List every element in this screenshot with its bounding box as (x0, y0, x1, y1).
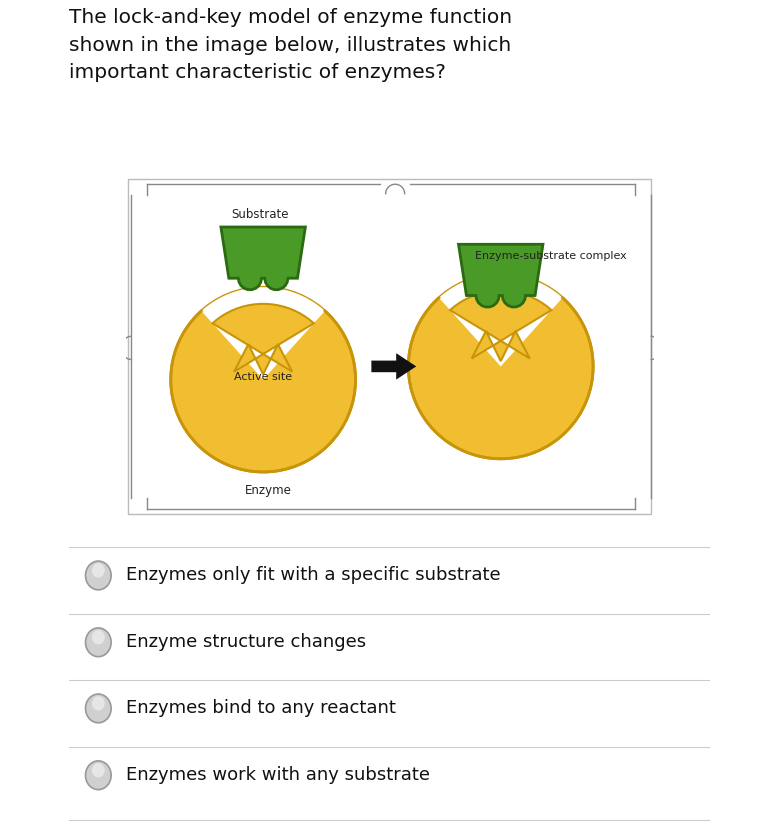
Text: Enzyme-substrate complex: Enzyme-substrate complex (475, 251, 627, 261)
Polygon shape (221, 227, 306, 289)
FancyArrow shape (371, 353, 416, 380)
Circle shape (86, 561, 111, 590)
Text: The lock-and-key model of enzyme function
shown in the image below, illustrates : The lock-and-key model of enzyme functio… (69, 8, 513, 82)
Text: Enzyme: Enzyme (245, 484, 292, 497)
Text: Active site: Active site (234, 372, 293, 382)
Circle shape (171, 287, 356, 472)
Text: Enzymes bind to any reactant: Enzymes bind to any reactant (126, 700, 396, 717)
Polygon shape (201, 287, 325, 380)
Circle shape (408, 274, 593, 459)
Circle shape (92, 630, 105, 644)
Circle shape (86, 628, 111, 657)
Polygon shape (450, 290, 551, 361)
Text: Enzymes only fit with a specific substrate: Enzymes only fit with a specific substra… (126, 566, 500, 585)
Polygon shape (459, 244, 543, 307)
Polygon shape (439, 274, 563, 366)
FancyBboxPatch shape (128, 179, 652, 514)
Text: Substrate: Substrate (232, 208, 290, 221)
Circle shape (86, 761, 111, 790)
Circle shape (92, 563, 105, 577)
Polygon shape (212, 304, 314, 375)
Circle shape (92, 763, 105, 777)
Text: Enzyme structure changes: Enzyme structure changes (126, 633, 366, 652)
Text: Enzymes work with any substrate: Enzymes work with any substrate (126, 767, 430, 784)
Circle shape (92, 696, 105, 710)
Circle shape (86, 694, 111, 723)
